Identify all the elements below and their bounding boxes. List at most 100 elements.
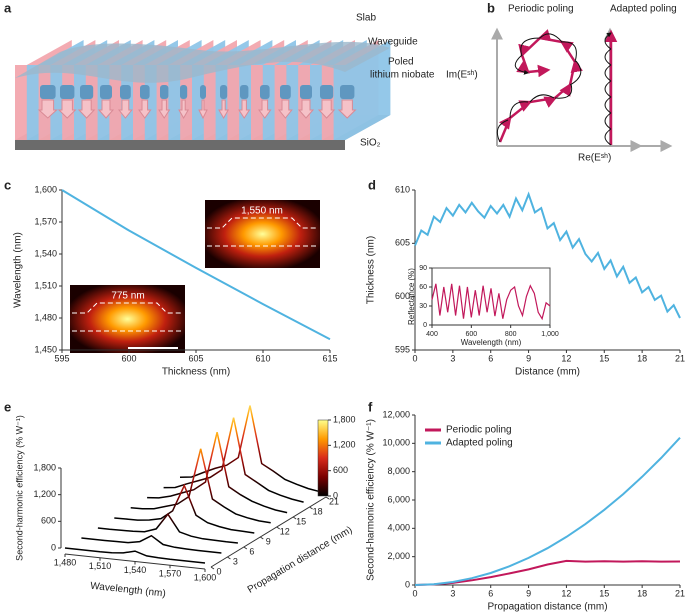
z-tick <box>292 516 297 520</box>
y-tick-label: 2,000 <box>387 551 410 561</box>
pole-arrow <box>138 99 152 119</box>
spectrum <box>179 405 321 493</box>
x-tick-label: 21 <box>675 588 685 598</box>
y-tick-label: 600 <box>395 291 410 301</box>
pole-arrow <box>158 99 171 119</box>
electrode <box>40 85 56 99</box>
y-axis-label: Second-harmonic efficiency (% W⁻¹) <box>366 419 377 581</box>
y-tick-label: 605 <box>395 238 410 248</box>
y-tick-label: 1,600 <box>34 184 57 194</box>
electrode <box>160 85 169 99</box>
colorbar-tick-label: 1,200 <box>333 440 356 450</box>
y-tick-label: 1,200 <box>33 489 56 499</box>
panel-label: e <box>4 399 11 414</box>
electrode <box>200 85 206 99</box>
spectrum <box>81 534 222 554</box>
pole-arrow <box>277 99 293 119</box>
pole-arrow <box>57 99 77 119</box>
x-axis-label: Propagation distance (mm) <box>487 602 607 613</box>
y-tick-label: 1,570 <box>34 216 57 226</box>
y-axis-label: Reflectance (%) <box>407 268 416 325</box>
x-tick-label: 18 <box>637 588 647 598</box>
phasor-diagram <box>491 27 673 152</box>
x-tick-label: 1,000 <box>541 331 559 338</box>
pole-arrow <box>97 99 115 119</box>
x-tick-label: 1,480 <box>54 557 77 567</box>
y-tick-label: 600 <box>41 516 56 526</box>
spectrum <box>147 432 288 514</box>
y-tick-label: 6,000 <box>387 494 410 504</box>
electrode <box>60 85 75 99</box>
electrode <box>140 85 150 99</box>
x-tick-label: 1,600 <box>194 572 217 582</box>
y-tick-label: 0 <box>423 322 427 329</box>
y-axis-label: Wavelength (nm) <box>13 232 24 308</box>
z-tick-label: 21 <box>329 496 339 506</box>
annotation: 775 nm <box>111 291 144 302</box>
colorbar-tick-label: 0 <box>333 490 338 500</box>
line <box>61 189 331 341</box>
z-tick-label: 6 <box>249 546 254 556</box>
y-tick-label: 12,000 <box>382 409 410 419</box>
annotation: 1,550 nm <box>241 206 283 217</box>
pole-arrow <box>117 99 133 119</box>
line <box>431 283 551 321</box>
y-tick-label: 610 <box>395 184 410 194</box>
x-tick-label: 595 <box>54 353 69 363</box>
electrode <box>320 85 334 99</box>
x-axis-label: Distance (mm) <box>515 367 580 378</box>
z-tick-label: 3 <box>233 556 238 566</box>
mode-inset <box>205 200 320 268</box>
x-tick-label: 600 <box>465 331 477 338</box>
y-tick-label: 4,000 <box>387 523 410 533</box>
z-tick <box>227 556 231 560</box>
label-waveguide: Waveguide <box>368 37 418 48</box>
pole-arrow <box>258 99 272 119</box>
x-tick-label: 21 <box>675 353 685 363</box>
y-axis-label: Second-harmonic efficiency (% W⁻¹) <box>14 415 24 561</box>
spectrum <box>130 448 271 524</box>
axis <box>210 496 327 568</box>
outline <box>72 302 183 332</box>
device-illustration <box>15 40 391 150</box>
z-tick-label: 18 <box>313 506 323 516</box>
x-tick-label: 615 <box>322 353 337 363</box>
pole-arrow <box>218 99 230 120</box>
z-tick <box>309 506 313 510</box>
y-tick-label: 0 <box>405 579 410 589</box>
waveguide <box>15 41 390 83</box>
y-tick-label: 595 <box>395 344 410 354</box>
pole-arrow <box>77 99 96 119</box>
electrode <box>300 85 312 99</box>
line <box>414 191 681 319</box>
loops <box>604 33 611 146</box>
x-tick-label: 9 <box>526 588 531 598</box>
spectrum <box>97 512 238 544</box>
panel-label: a <box>4 0 12 15</box>
electrode <box>80 85 94 99</box>
x-tick-label: 0 <box>412 588 417 598</box>
pole-arrow <box>178 99 190 120</box>
y-tick-label: 1,510 <box>34 280 57 290</box>
pole-arrow <box>297 99 315 119</box>
legend-label: Periodic poling <box>446 425 512 436</box>
x-tick-label: 3 <box>450 588 455 598</box>
pole-arrow <box>238 99 251 119</box>
label-poled: lithium niobate <box>370 70 435 81</box>
x-tick-label: 6 <box>488 353 493 363</box>
x-tick-label: 800 <box>505 331 517 338</box>
colorbar-tick-label: 1,800 <box>333 414 356 424</box>
z-tick-label: 0 <box>216 566 221 576</box>
legend-label: Adapted poling <box>446 438 513 449</box>
y-tick-label: 90 <box>419 265 427 272</box>
panel-label: b <box>487 0 495 15</box>
z-tick-label: 15 <box>296 516 306 526</box>
y-tick-label: 1,450 <box>34 344 57 354</box>
panel-label: f <box>368 399 373 414</box>
z-tick <box>210 566 215 570</box>
label-substrate: SiO₂ <box>360 138 381 149</box>
colorbar-tick-label: 600 <box>333 465 348 475</box>
line <box>414 437 681 586</box>
